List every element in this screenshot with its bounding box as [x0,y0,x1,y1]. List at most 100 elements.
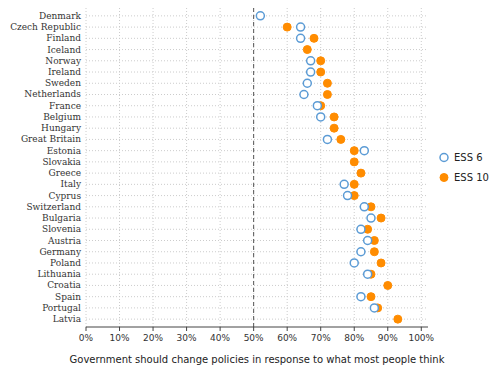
tick-label: Bulgaria [42,213,82,223]
point [323,135,331,143]
tick-mark [186,327,187,331]
tick-label: Belgium [43,112,81,122]
point [350,147,358,155]
tick-label: 20% [143,333,163,343]
legend-label: ESS 10 [454,172,489,183]
point [330,124,338,132]
tick-label: Ireland [48,67,81,77]
tick-mark [86,327,87,331]
point [367,293,375,301]
tick-label: Portugal [42,303,81,313]
tick-label: Greece [48,168,81,178]
point [357,293,365,301]
legend: ESS 6ESS 10 [440,152,489,183]
reference-line [253,8,254,327]
tick-label: 40% [210,333,230,343]
tick-label: Spain [55,292,81,302]
point [317,57,325,65]
point [350,259,358,267]
tick-label: Cyprus [49,191,82,201]
tick-label: Sweden [45,78,81,88]
series [256,12,378,312]
grid-line [86,296,428,297]
point [323,90,331,98]
point [323,79,331,87]
point [330,113,338,121]
point [377,214,385,222]
tick-mark [287,327,288,331]
point [307,68,315,76]
tick-label: 50% [244,333,264,343]
tick-mark [387,327,388,331]
grid-line [354,8,355,327]
point [303,79,311,87]
point [357,169,365,177]
tick-label: Switzerland [26,202,81,212]
grid-line [86,229,428,230]
tick-label: Croatia [47,280,81,290]
grid-line [86,8,87,327]
grid-line [86,128,428,129]
tick-label: 70% [311,333,331,343]
point [313,102,321,110]
tick-label: France [49,101,81,111]
point [310,34,318,42]
grid-line [86,116,428,117]
tick-label: 0% [79,333,94,343]
grid-line [320,8,321,327]
legend-marker [440,174,448,182]
grid-line [86,150,428,151]
grid-line [387,8,388,327]
grid-line [86,206,428,207]
grid-line [119,8,120,327]
point [394,315,402,323]
point [317,68,325,76]
grid-line [86,72,428,73]
point [357,225,365,233]
grid-line [86,274,428,275]
tick-mark [421,327,422,331]
grid-line [86,139,428,140]
tick-label: Czech Republic [10,22,81,32]
point [307,57,315,65]
tick-mark [253,327,254,331]
point [337,135,345,143]
grid-line [86,49,428,50]
series [283,23,402,323]
point [384,281,392,289]
grid-line [86,38,428,39]
point [297,23,305,31]
grid-line [253,8,254,327]
grid-line [287,8,288,327]
tick-mark [320,327,321,331]
point [300,90,308,98]
point [377,259,385,267]
point [360,203,368,211]
grid-line [86,285,428,286]
grid-line [220,8,221,327]
point [317,113,325,121]
tick-label: Latvia [53,314,82,324]
tick-label: Finland [46,33,81,43]
grid-line [86,173,428,174]
tick-label: 100% [408,333,434,343]
tick-label: Estonia [47,146,82,156]
point [283,23,291,31]
grid-line [186,8,187,327]
tick-label: Slovenia [42,224,82,234]
grid-line [86,27,428,28]
tick-label: Norway [45,56,82,66]
point [303,46,311,54]
grid-line [86,83,428,84]
tick-label: Poland [50,258,81,268]
point [350,158,358,166]
tick-label: Slovakia [42,157,81,167]
plot-area [254,8,402,327]
grid-line [86,184,428,185]
tick-label: Iceland [47,45,81,55]
point [370,304,378,312]
tick-label: 60% [277,333,297,343]
point [367,214,375,222]
grid-line [86,60,428,61]
point [364,237,372,245]
